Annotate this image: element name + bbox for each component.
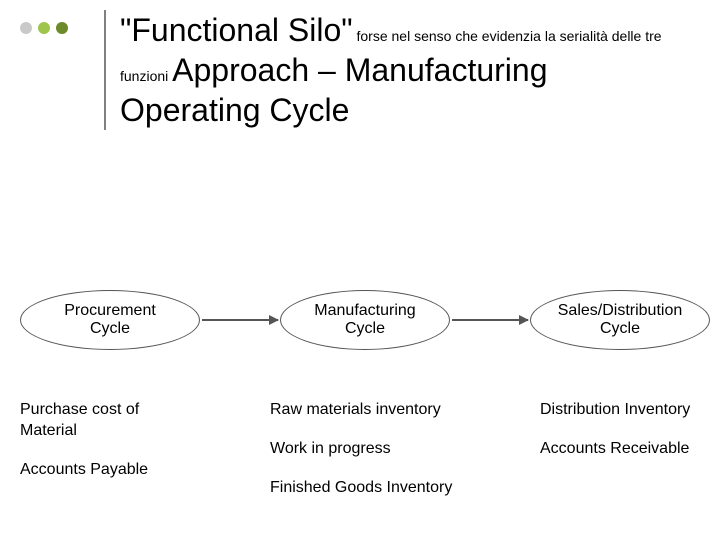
list-item: Raw materials inventory [270,400,490,421]
list-item: Finished Goods Inventory [270,478,490,499]
column-sales: Distribution Inventory Accounts Receivab… [540,400,710,478]
column-manufacturing: Raw materials inventory Work in progress… [270,400,490,516]
list-item: Work in progress [270,439,490,460]
bullet-2 [38,22,50,34]
bullet-1 [20,22,32,34]
title-part-1: "Functional Silo" [120,12,353,48]
arrow-1 [202,319,278,321]
bullet-3 [56,22,68,34]
list-item: Purchase cost of Material [20,400,190,442]
list-item: Accounts Receivable [540,439,710,460]
cycles-diagram: ProcurementCycle ManufacturingCycle Sale… [0,290,720,370]
header-bullets [20,22,68,34]
header-divider [104,10,106,130]
column-procurement: Purchase cost of Material Accounts Payab… [20,400,190,498]
node-sales: Sales/DistributionCycle [530,290,710,350]
arrow-2 [452,319,528,321]
node-manufacturing: ManufacturingCycle [280,290,450,350]
slide-title: "Functional Silo" forse nel senso che ev… [120,10,680,130]
title-part-3: Approach – Manufacturing Operating Cycle [120,52,548,128]
list-item: Distribution Inventory [540,400,710,421]
node-procurement: ProcurementCycle [20,290,200,350]
list-item: Accounts Payable [20,460,190,481]
